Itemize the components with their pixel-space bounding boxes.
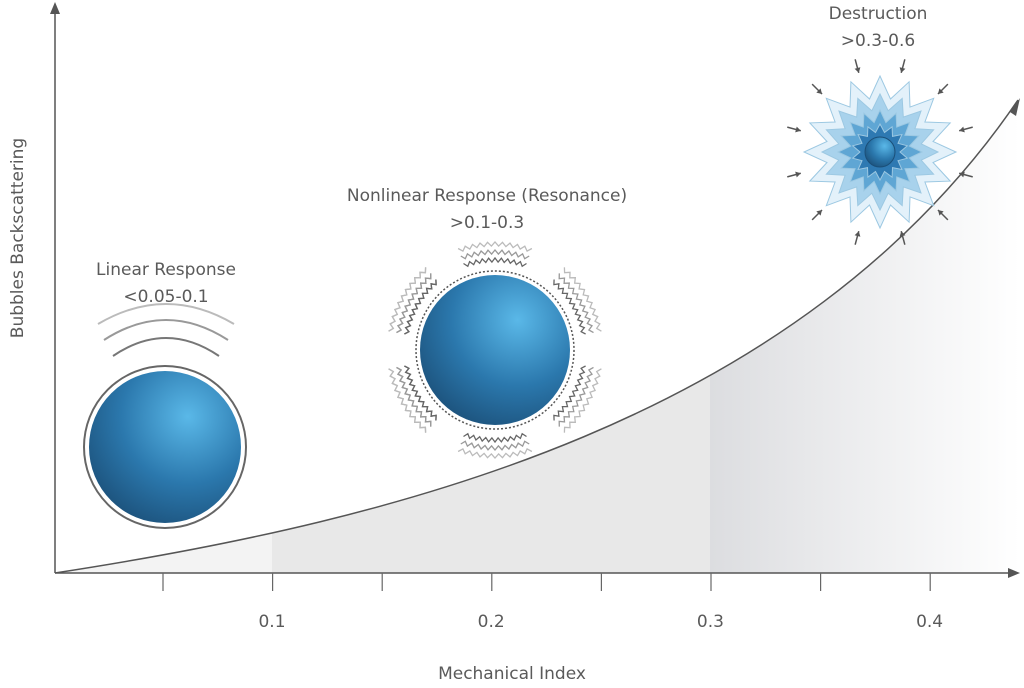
x-tick-label: 0.4 <box>916 612 943 632</box>
arrow-head <box>816 209 823 216</box>
arrow-head <box>854 231 861 237</box>
x-axis-title: Mechanical Index <box>438 664 586 684</box>
y-arrow <box>50 2 60 14</box>
arrow-head <box>959 126 965 133</box>
wave <box>463 256 527 268</box>
destruction-bubble <box>787 59 973 245</box>
wave <box>388 368 427 433</box>
wave <box>463 432 527 444</box>
x-ticks <box>162 573 931 591</box>
curve-arrow <box>1010 98 1020 116</box>
nonlinear-bubble <box>388 241 602 459</box>
arrow-head <box>795 171 801 178</box>
x-tick-label: 0.3 <box>697 612 724 632</box>
arrow-head <box>816 88 823 95</box>
wave <box>563 368 602 433</box>
wave <box>563 267 602 332</box>
region-range: >0.1-0.3 <box>450 213 524 233</box>
region-title: Nonlinear Response (Resonance) <box>347 186 627 206</box>
y-axis-title: Bubbles Backscattering <box>8 138 28 338</box>
wave <box>457 241 533 252</box>
region-range: >0.3-0.6 <box>841 31 915 51</box>
wave <box>396 366 432 427</box>
region-title: Linear Response <box>96 260 236 280</box>
wave <box>457 448 533 459</box>
wave <box>558 273 594 334</box>
arrow-head <box>899 67 906 73</box>
wave <box>404 279 437 335</box>
core <box>864 136 896 168</box>
arrow-head <box>899 231 906 237</box>
wave <box>396 273 432 334</box>
wave <box>553 279 586 335</box>
arrow-head <box>937 209 944 216</box>
wave <box>558 366 594 427</box>
region-title: Destruction <box>829 4 928 24</box>
arrow-head <box>854 67 861 73</box>
linear-bubble <box>83 303 247 529</box>
arrow-head <box>959 171 965 178</box>
arrow-head <box>795 126 801 133</box>
region-range: <0.05-0.1 <box>123 287 208 307</box>
curve <box>54 99 1019 574</box>
wave <box>404 365 437 421</box>
x-tick-label: 0.1 <box>258 612 285 632</box>
arrow-head <box>937 88 944 95</box>
wave <box>460 440 530 452</box>
wave <box>460 248 530 260</box>
x-arrow <box>1008 568 1020 578</box>
wave <box>553 365 586 421</box>
x-tick-label: 0.2 <box>478 612 505 632</box>
wave <box>388 267 427 332</box>
